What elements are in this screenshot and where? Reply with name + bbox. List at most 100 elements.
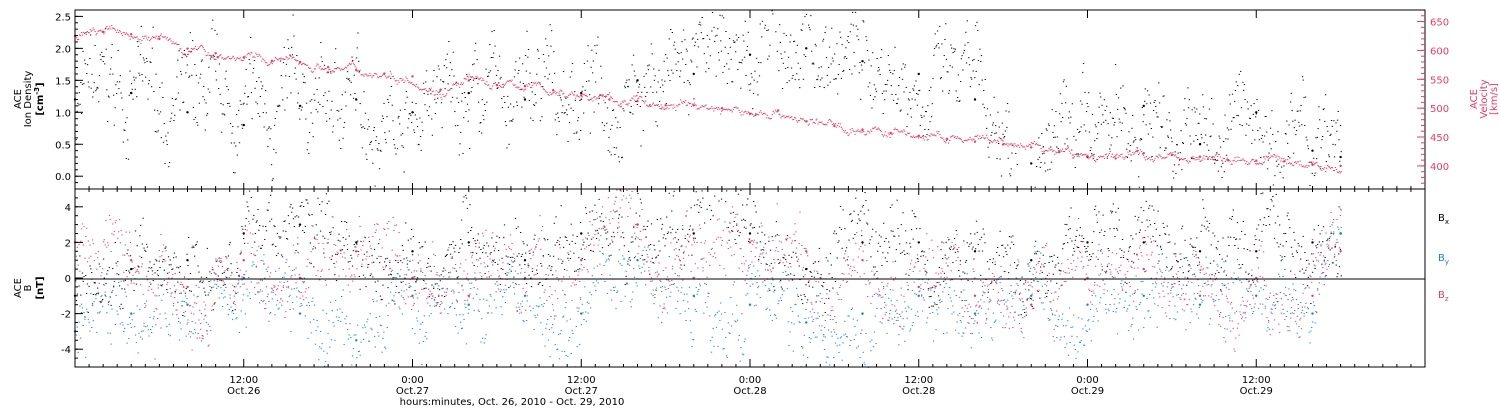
density-point	[614, 154, 616, 155]
by-point	[191, 321, 193, 322]
bx-point	[462, 201, 464, 203]
density-point	[93, 82, 95, 84]
velocity-point	[729, 110, 731, 112]
density-point	[709, 55, 711, 57]
bx-point	[408, 286, 410, 288]
velocity-point	[1209, 155, 1211, 157]
bx-point	[604, 229, 606, 231]
density-point	[504, 102, 506, 103]
density-point	[678, 53, 680, 55]
velocity-point	[791, 116, 793, 118]
bx-point	[99, 301, 101, 303]
density-point	[1269, 143, 1271, 145]
velocity-point	[636, 100, 639, 103]
velocity-point	[854, 133, 856, 135]
velocity-point	[1236, 156, 1238, 158]
density-point	[576, 131, 578, 133]
density-point	[1313, 157, 1315, 159]
density-point	[1199, 143, 1202, 144]
velocity-point	[1266, 156, 1268, 158]
bx-point	[606, 231, 609, 233]
density-point	[181, 57, 183, 59]
by-point	[416, 320, 419, 322]
density-point	[1086, 103, 1088, 104]
bx-point	[773, 286, 775, 288]
bx-point	[362, 274, 365, 276]
velocity-point	[235, 58, 238, 60]
by-point	[467, 303, 470, 306]
by-point	[278, 307, 280, 309]
bx-point	[1282, 245, 1284, 247]
velocity-point	[738, 109, 740, 111]
bx-point	[422, 246, 424, 248]
velocity-point	[496, 87, 499, 89]
bx-point	[1150, 241, 1152, 243]
bx-point	[1327, 238, 1329, 240]
density-point	[738, 61, 740, 63]
velocity-point	[1282, 161, 1284, 163]
velocity-point	[495, 84, 498, 86]
by-point	[105, 295, 107, 297]
density-point	[1295, 130, 1298, 131]
bx-point	[307, 202, 309, 204]
density-point	[1166, 119, 1168, 121]
bx-point	[1120, 257, 1122, 258]
bx-point	[191, 247, 193, 249]
by-point	[384, 347, 387, 349]
velocity-point	[1270, 155, 1272, 157]
bx-point	[966, 242, 968, 244]
density-point	[1034, 186, 1036, 188]
velocity-point	[169, 38, 171, 40]
bx-point	[543, 237, 545, 239]
bx-point	[1105, 272, 1107, 274]
velocity-point	[1096, 158, 1098, 160]
velocity-point	[852, 129, 854, 131]
density-point	[953, 48, 955, 50]
bx-point	[709, 205, 711, 206]
bx-point	[1273, 205, 1275, 207]
bx-point	[87, 311, 89, 313]
density-point	[186, 64, 188, 66]
density-point	[633, 70, 635, 72]
density-point	[1070, 116, 1072, 118]
density-point	[1183, 109, 1185, 111]
bx-point	[1167, 242, 1169, 244]
velocity-point	[476, 76, 478, 78]
velocity-point	[384, 75, 387, 77]
by-point	[209, 286, 211, 287]
density-point	[96, 86, 98, 88]
velocity-point	[922, 137, 924, 139]
bx-point	[574, 242, 577, 244]
bx-point	[872, 228, 874, 230]
velocity-point	[767, 117, 769, 119]
density-point	[1320, 147, 1322, 149]
density-point	[1007, 157, 1009, 159]
density-point	[514, 69, 516, 71]
density-point	[849, 31, 851, 33]
density-point	[783, 32, 785, 34]
bx-point	[1324, 257, 1326, 258]
bx-point	[883, 222, 885, 224]
density-point	[177, 92, 180, 94]
density-point	[1246, 101, 1249, 103]
density-point	[632, 54, 635, 56]
velocity-point	[295, 59, 297, 61]
bx-point	[285, 230, 287, 232]
bx-point	[882, 252, 884, 254]
bx-point	[1267, 208, 1269, 210]
velocity-point	[805, 121, 807, 123]
bx-point	[990, 283, 992, 284]
density-point	[1316, 136, 1319, 138]
density-point	[936, 44, 938, 46]
density-point	[504, 121, 507, 123]
by-point	[229, 297, 231, 299]
bx-point	[108, 267, 111, 269]
bx-point	[577, 269, 579, 270]
bx-point	[425, 287, 427, 289]
density-point	[186, 111, 189, 114]
velocity-point	[427, 90, 429, 92]
velocity-point	[1139, 149, 1142, 151]
velocity-point	[721, 109, 724, 111]
bx-point	[601, 213, 603, 215]
velocity-point	[1049, 149, 1051, 151]
